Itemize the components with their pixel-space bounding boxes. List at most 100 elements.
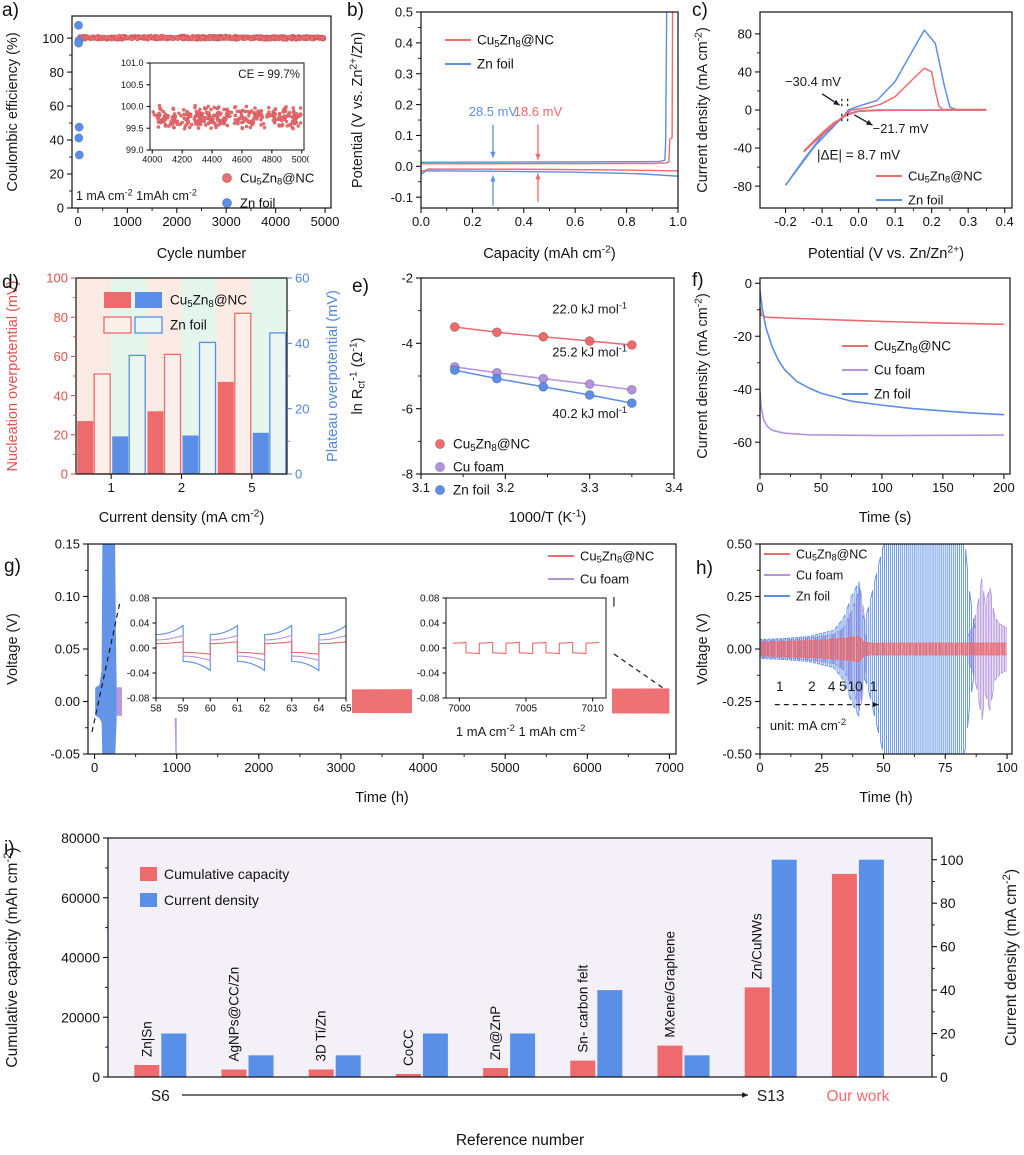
x-tick-label: 5000 bbox=[491, 760, 520, 775]
bar bbox=[831, 873, 857, 1078]
x-tick-label: 3.2 bbox=[496, 480, 514, 495]
annotation-text: unit: mA cm-2 bbox=[770, 716, 846, 733]
y-tick-label: 0.00 bbox=[130, 644, 150, 655]
x-tick-label: 6000 bbox=[573, 760, 602, 775]
legend-label: Cu5Zn8@NC bbox=[580, 549, 654, 565]
x-tick-label: 0 bbox=[74, 214, 81, 229]
y-tick-label: 80 bbox=[50, 65, 64, 80]
bar-category-label: Zn@ZnP bbox=[488, 1006, 503, 1060]
x-category-label: S13 bbox=[757, 1088, 785, 1105]
y-tick-label: 0.15 bbox=[55, 537, 80, 552]
bar bbox=[269, 332, 287, 475]
y-tick-label: -40 bbox=[733, 141, 752, 156]
annotation-text: CE = 99.7% bbox=[238, 69, 300, 81]
y-tick-label: -0.08 bbox=[417, 694, 440, 705]
annotation-text: 1 bbox=[870, 679, 878, 694]
x-axis-label: Time (h) bbox=[355, 790, 408, 806]
bar bbox=[395, 1074, 421, 1077]
y-tick-label: 60000 bbox=[61, 890, 100, 906]
annotation-text: −30.4 mV bbox=[785, 74, 841, 89]
y-tick-label: 100 bbox=[46, 271, 68, 286]
y-tick-label: -20 bbox=[733, 329, 752, 344]
panel-h: h) 0 25 50 75 100 0.50 0.25 0.00 -0.25 -0.50 Time … bbox=[690, 532, 1024, 812]
x-tick-label: 0.6 bbox=[566, 214, 584, 229]
panel-letter-c: c) bbox=[692, 0, 708, 21]
y-axis-label: Potential (V vs. Zn2+/Zn) bbox=[348, 32, 366, 188]
y-tick-label: 0.4 bbox=[395, 36, 413, 51]
y-tick-label: 100.0 bbox=[121, 102, 144, 112]
legend: Cu5Zn8@NC Cu foam Zn foil bbox=[435, 437, 530, 498]
inset-chart: 4000 4200 4400 4600 4800 5000 99.0 99.5 100.0 100… bbox=[117, 56, 309, 170]
legend-label: Cu5Zn8@NC bbox=[170, 293, 247, 310]
x-tick-label: 3.3 bbox=[581, 480, 599, 495]
y-tick-label: 0.00 bbox=[727, 642, 752, 657]
panel-f-svg: 0 50 100 150 200 0 -20 -40 -60 Time (s) Current de… bbox=[693, 276, 1014, 526]
y-tick-label: 0 bbox=[61, 467, 68, 482]
x-tick-label: 7005 bbox=[515, 704, 538, 715]
y-tick-label: 80 bbox=[738, 27, 752, 42]
x-tick-label: 0 bbox=[756, 480, 763, 495]
x-tick-label: 1.0 bbox=[669, 214, 687, 229]
y-tick-label: 80 bbox=[54, 310, 68, 325]
annotation-text: 25.2 kJ mol-1 bbox=[552, 342, 627, 359]
panel-a-svg: 0 1000 2000 3000 4000 5000 0 20 40 60 80 100 Cycle n… bbox=[5, 15, 340, 262]
x-tick-label: 100 bbox=[996, 760, 1018, 775]
legend-label: Zn foil bbox=[453, 483, 490, 498]
y-tick-label: 60 bbox=[50, 99, 64, 114]
bar bbox=[483, 1068, 509, 1077]
x-tick-label: 62 bbox=[259, 704, 271, 715]
panel-i-chart: Zn|Sn AgNPs@CC/Zn 3D Ti/Zn CoCC Zn@ZnP Sn- ca… bbox=[0, 812, 1024, 1155]
panel-g-svg: 0 1000 2000 3000 4000 5000 6000 7000 0.15 0.10 0.0… bbox=[5, 537, 684, 806]
panel-d-svg: 1 2 5 0 20 40 60 80 100 0 20 40 60 Current density (m… bbox=[5, 271, 341, 526]
bar bbox=[217, 381, 234, 474]
x-tick-label: 4000 bbox=[409, 760, 438, 775]
x-tick-label: 50 bbox=[814, 480, 828, 495]
bar-category-label: Zn/CuNWs bbox=[750, 913, 765, 979]
y-tick-label: 0.04 bbox=[420, 619, 440, 630]
y-tick-label: -0.25 bbox=[722, 694, 752, 709]
y-axis-label: ln Rct-1 (Ω-1) bbox=[348, 338, 367, 415]
bar-category-label: MXene/Graphene bbox=[663, 931, 678, 1038]
legend-dot-marker bbox=[221, 197, 232, 208]
x-category-label: Our work bbox=[826, 1088, 889, 1105]
legend-label: Zn foil bbox=[874, 387, 911, 402]
x-tick-label: -0.2 bbox=[774, 214, 796, 229]
y-right-tick-label: 80 bbox=[940, 895, 956, 911]
y-axis-label: Current density (mA cm-2) bbox=[693, 293, 711, 459]
y-tick-label: -0.50 bbox=[722, 747, 752, 762]
legend-label: Cu5Zn8@NC bbox=[453, 437, 530, 454]
y-tick-label: 0.00 bbox=[420, 644, 440, 655]
x-tick-label: 3000 bbox=[212, 214, 241, 229]
panel-letter-d: d) bbox=[2, 272, 19, 293]
annotation-text: −21.7 mV bbox=[873, 121, 929, 136]
x-axis-label: Time (h) bbox=[859, 790, 912, 806]
y-tick-label: 0.25 bbox=[727, 589, 752, 604]
annotation-text: |ΔE| = 8.7 mV bbox=[817, 147, 900, 162]
plot-series bbox=[452, 641, 600, 655]
x-category-label: S6 bbox=[151, 1088, 170, 1105]
y-tick-label: -0.08 bbox=[127, 694, 150, 705]
x-tick-label: 59 bbox=[178, 704, 190, 715]
x-tick-label: 7000 bbox=[448, 704, 471, 715]
data-point bbox=[584, 379, 595, 390]
series-line bbox=[760, 391, 1004, 437]
annotation-text: 28.5 mV bbox=[469, 104, 518, 119]
x-tick-label: 7010 bbox=[582, 704, 605, 715]
y-tick-label: 99.0 bbox=[126, 145, 144, 155]
bar-category-label: Sn- carbon felt bbox=[575, 965, 590, 1053]
panel-f-chart: 0 50 100 150 200 0 -20 -40 -60 Time (s) Current de… bbox=[690, 268, 1024, 532]
series-zigzag bbox=[967, 577, 1008, 721]
y-right-tick-label: 40 bbox=[295, 336, 309, 351]
x-tick-label: 0 bbox=[91, 760, 98, 775]
y-right-tick-label: 0 bbox=[940, 1069, 948, 1085]
y-tick-label: -40 bbox=[733, 382, 752, 397]
panel-letter-b: b) bbox=[347, 0, 364, 21]
panel-f: f) 0 50 100 150 200 0 -20 -40 -60 Time (s) Current… bbox=[690, 268, 1024, 532]
data-point bbox=[74, 122, 84, 132]
legend-dot-marker bbox=[435, 438, 446, 449]
legend: Cu5Zn8@NC Zn foil bbox=[876, 169, 982, 208]
data-point bbox=[449, 322, 460, 332]
x-tick-label: 0.0 bbox=[850, 214, 868, 229]
panel-letter-g: g) bbox=[4, 556, 21, 577]
